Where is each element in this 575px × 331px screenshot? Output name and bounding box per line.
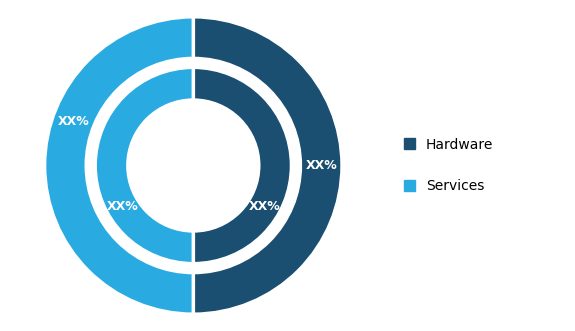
Text: XX%: XX% [106, 200, 139, 213]
Wedge shape [193, 17, 342, 314]
Legend: Hardware, Services: Hardware, Services [404, 138, 493, 193]
Text: XX%: XX% [248, 200, 280, 213]
Wedge shape [95, 67, 193, 264]
Text: XX%: XX% [58, 115, 89, 128]
Wedge shape [193, 67, 292, 264]
Text: XX%: XX% [305, 159, 337, 172]
Wedge shape [45, 17, 193, 314]
